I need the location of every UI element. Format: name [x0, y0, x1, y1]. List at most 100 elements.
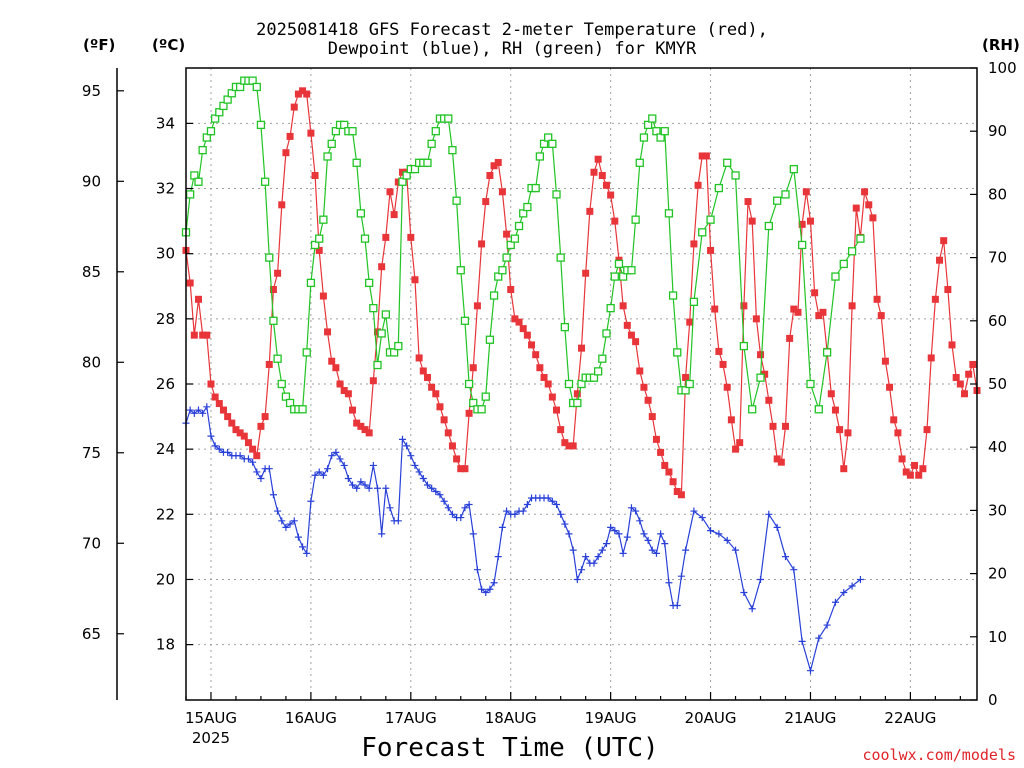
dewpoint-point	[224, 448, 232, 456]
rh-point	[248, 76, 257, 85]
dewpoint-point	[627, 504, 635, 512]
rh-point	[227, 89, 236, 98]
dewpoint-line	[185, 405, 861, 673]
temperature-point	[948, 341, 956, 349]
temperature-point	[523, 331, 531, 339]
temperature-point	[553, 406, 561, 414]
dewpoint-point	[199, 409, 207, 417]
temperature-point	[532, 351, 540, 359]
temperature-point	[598, 172, 606, 180]
rh-point	[635, 158, 644, 167]
rh-point	[548, 139, 557, 148]
temperature-point	[757, 351, 765, 359]
temperature-point	[261, 413, 269, 421]
temperature-point	[478, 240, 486, 248]
temperature-point	[344, 390, 352, 398]
celsius-tick-label: 22	[156, 505, 175, 523]
temperature-point	[448, 442, 456, 450]
dewpoint-point	[436, 491, 444, 499]
temperature-point	[411, 276, 419, 284]
temperature-point	[294, 90, 302, 98]
dewpoint-point	[349, 481, 357, 489]
dewpoint-point	[657, 530, 665, 538]
dewpoint-point	[344, 474, 352, 482]
dewpoint-point	[619, 549, 627, 557]
rh-point	[198, 146, 207, 155]
dewpoint-point	[494, 553, 502, 561]
rh-point	[319, 215, 328, 224]
dewpoint-point	[602, 540, 610, 548]
temperature-point	[219, 406, 227, 414]
dewpoint-point	[315, 468, 323, 476]
temperature-point	[632, 338, 640, 346]
dewpoint-point	[286, 520, 294, 528]
dewpoint-point	[324, 465, 332, 473]
rh-point	[502, 253, 511, 262]
rh-point	[302, 348, 311, 357]
dewpoint-point	[236, 452, 244, 460]
rh-point	[256, 120, 266, 130]
dewpoint-point	[565, 530, 573, 538]
dewpoint-point	[615, 530, 623, 538]
temperature-point	[861, 188, 869, 196]
x-tick-label: 15AUG	[185, 709, 237, 727]
dewpoint-point	[848, 582, 856, 590]
dewpoint-point	[398, 435, 406, 443]
dewpoint-point	[403, 442, 411, 450]
rh-tick-label: 100	[988, 59, 1017, 77]
dewpoint-point	[274, 507, 282, 515]
rh-point	[444, 114, 453, 123]
temperature-point	[673, 488, 681, 496]
rh-point	[668, 291, 678, 300]
celsius-tick-label: 34	[156, 114, 175, 132]
dewpoint-point	[557, 510, 565, 518]
rh-tick-label: 50	[988, 375, 1007, 393]
temperature-point	[307, 129, 315, 137]
rh-point	[265, 253, 274, 262]
dewpoint-point	[340, 461, 348, 469]
temperature-point	[852, 204, 860, 212]
dewpoint-point	[357, 478, 365, 486]
temperature-point	[719, 360, 727, 368]
rh-point	[390, 348, 399, 357]
dewpoint-point	[257, 474, 265, 482]
temperature-point	[515, 318, 523, 326]
temperature-point	[640, 383, 648, 391]
temperature-point	[869, 214, 877, 222]
temperature-point	[786, 334, 794, 342]
dewpoint-point	[569, 546, 577, 554]
dewpoint-point	[523, 501, 531, 509]
x-tick-label: 16AUG	[285, 709, 337, 727]
rh-point	[714, 183, 724, 193]
temperature-point	[769, 422, 777, 430]
temperature-point	[236, 429, 244, 437]
temperature-point	[328, 357, 336, 365]
temperature-point	[548, 393, 556, 401]
celsius-tick-label: 30	[156, 245, 175, 263]
dewpoint-point	[473, 566, 481, 574]
temperature-point	[365, 429, 373, 437]
temperature-point	[890, 416, 898, 424]
temperature-point	[186, 279, 194, 287]
temperature-point	[665, 468, 673, 476]
temperature-point	[303, 90, 311, 98]
temperature-point	[919, 465, 927, 473]
rh-point	[190, 171, 199, 180]
rh-point	[477, 405, 486, 414]
temperature-point	[199, 331, 207, 339]
temperature-point	[353, 419, 361, 427]
temperature-point	[794, 308, 802, 316]
dewpoint-point	[307, 497, 315, 505]
site-credit: coolwx.com/models	[862, 746, 1016, 764]
temperature-point	[761, 370, 769, 378]
temperature-point	[573, 390, 581, 398]
x-tick-label: 22AUG	[884, 709, 936, 727]
rh-point	[273, 354, 282, 363]
rh-point	[560, 322, 569, 332]
rh-point	[356, 209, 366, 218]
rh-point	[573, 398, 582, 408]
fahrenheit-tick-label: 90	[82, 172, 101, 190]
rh-point	[460, 316, 470, 325]
dewpoint-point	[486, 585, 494, 593]
